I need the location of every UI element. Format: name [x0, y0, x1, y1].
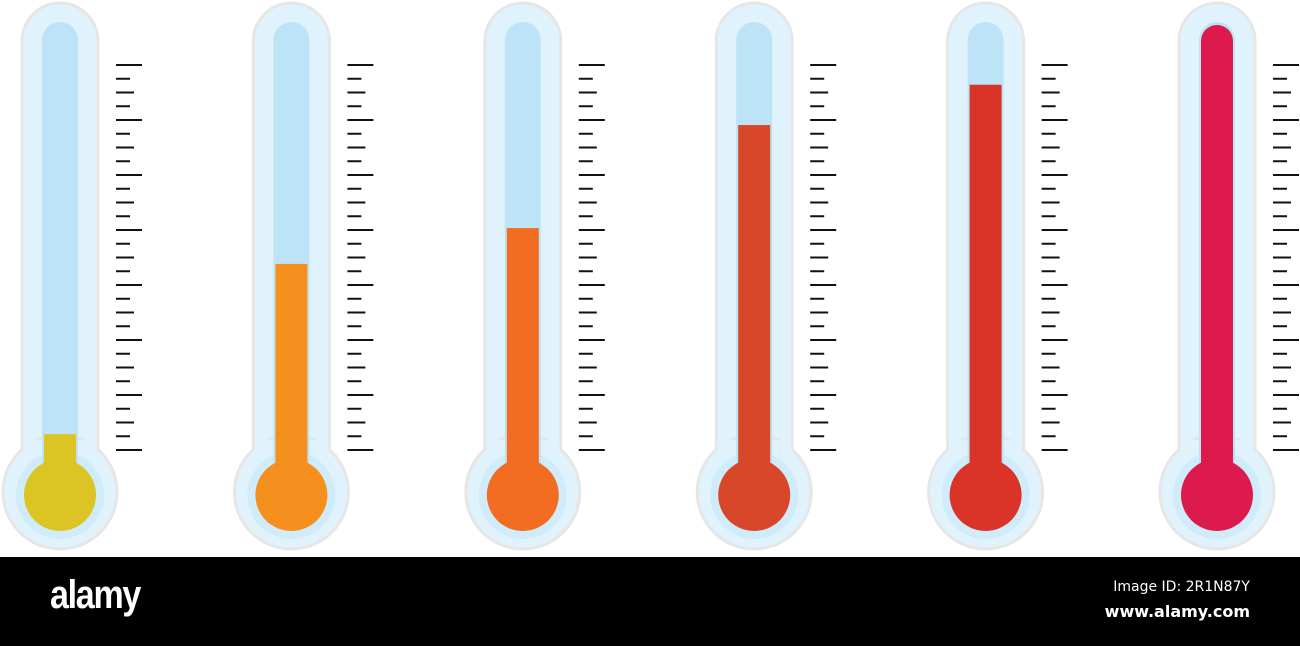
mercury-bulb	[1181, 459, 1253, 531]
scale-ticks	[1041, 64, 1068, 451]
alamy-logo: alamy	[50, 573, 141, 617]
mercury-column	[969, 84, 1002, 495]
scale-ticks	[347, 64, 374, 451]
mercury-bulb	[486, 459, 559, 531]
thermometer	[927, 1, 1068, 551]
scale-ticks	[1273, 64, 1299, 451]
mercury-column	[506, 228, 539, 495]
scale-ticks	[578, 64, 605, 451]
scale-ticks	[810, 64, 837, 451]
mercury-column	[275, 263, 308, 495]
site-url: www.alamy.com	[1104, 602, 1250, 621]
mercury-column	[1201, 25, 1233, 495]
thermometer-tube	[42, 22, 78, 482]
watermark-footer: alamy Image ID: 2R1N87Y www.alamy.com	[0, 557, 1300, 646]
mercury-bulb	[718, 459, 791, 531]
thermometer	[1158, 1, 1299, 551]
mercury-bulb	[24, 459, 96, 531]
thermometer-illustration	[1, 1, 1299, 551]
thermometer	[1, 1, 142, 551]
thermometer	[464, 1, 605, 551]
mercury-bulb	[949, 459, 1022, 531]
mercury-column	[738, 125, 771, 495]
image-id: Image ID: 2R1N87Y	[1113, 579, 1250, 595]
mercury-bulb	[255, 459, 328, 531]
thermometer	[695, 1, 837, 551]
scale-ticks	[116, 64, 142, 451]
thermometer	[232, 1, 374, 551]
